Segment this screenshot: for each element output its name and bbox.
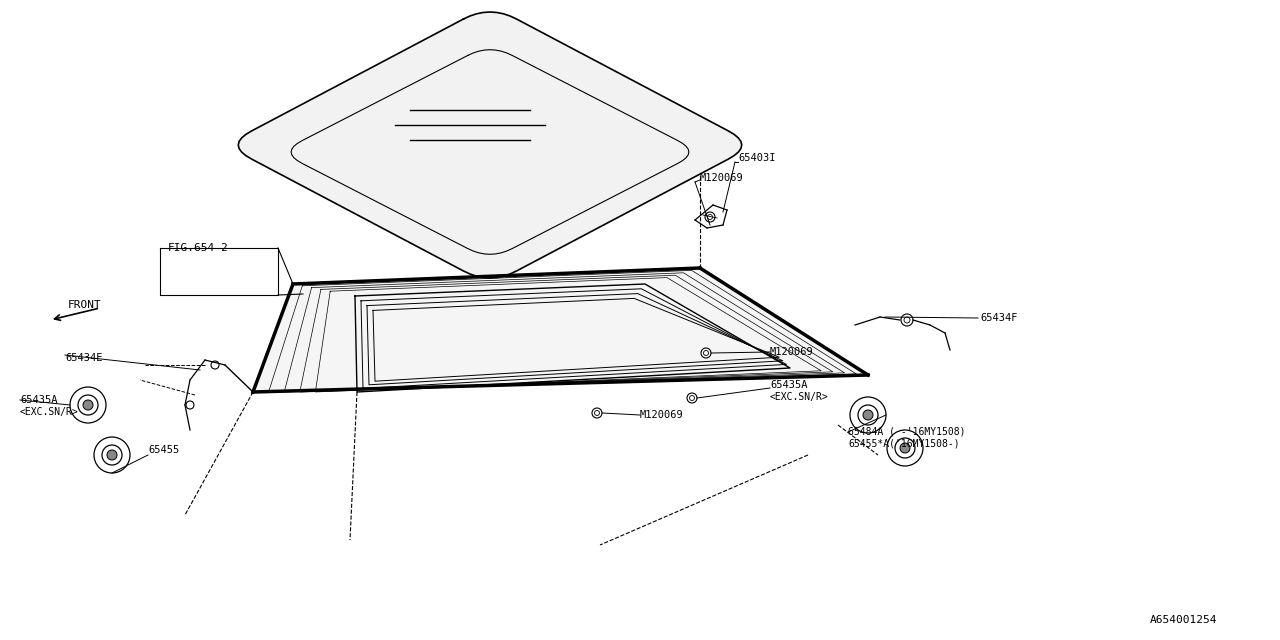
Text: 65455: 65455 [148,445,179,455]
Text: M120069: M120069 [700,173,744,183]
Text: <EXC.SN/R>: <EXC.SN/R> [771,392,828,402]
Circle shape [108,450,116,460]
Text: <EXC.SN/R>: <EXC.SN/R> [20,407,79,417]
Text: 65435A: 65435A [20,395,58,405]
Text: 65455*A('16MY1508-): 65455*A('16MY1508-) [849,439,960,449]
Text: FIG.654-2: FIG.654-2 [168,243,229,253]
Text: 65434F: 65434F [980,313,1018,323]
Text: M120069: M120069 [771,347,814,357]
Text: FRONT: FRONT [68,300,101,310]
Text: A654001254: A654001254 [1149,615,1217,625]
Text: 65403I: 65403I [739,153,776,163]
Circle shape [863,410,873,420]
Text: 65435A: 65435A [771,380,808,390]
Circle shape [900,443,910,453]
Polygon shape [238,12,741,278]
Circle shape [83,400,93,410]
Text: M120069: M120069 [640,410,684,420]
Text: 65434E: 65434E [65,353,102,363]
Text: 65484A ( -'16MY1508): 65484A ( -'16MY1508) [849,427,965,437]
Polygon shape [253,268,868,392]
